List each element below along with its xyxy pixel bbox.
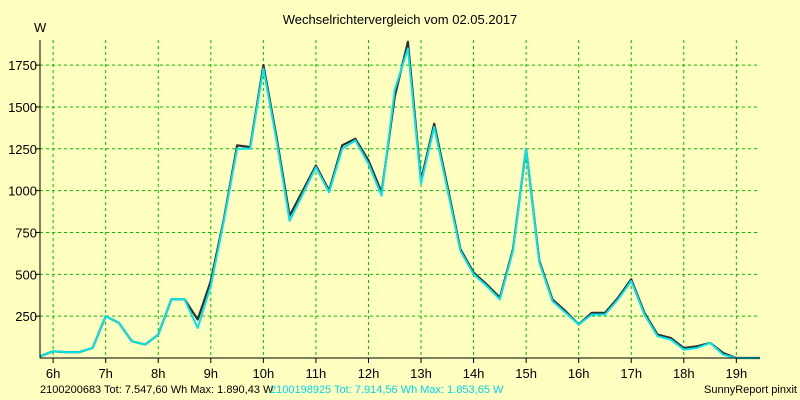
x-tick-label-18h: 18h [673,366,695,381]
chart-title: Wechselrichtervergleich vom 02.05.2017 [283,12,518,27]
y-tick-label-1500: 1500 [8,100,37,115]
y-axis-label: W [34,20,47,35]
x-tick-label-12h: 12h [358,366,380,381]
x-tick-label-14h: 14h [463,366,485,381]
plot-area [40,40,760,358]
x-tick-label-13h: 13h [410,366,432,381]
y-tick-label-1000: 1000 [8,184,37,199]
x-tick-label-17h: 17h [620,366,642,381]
series-line-2100198925 [39,47,760,359]
x-tick-label-10h: 10h [253,366,275,381]
x-tick-label-16h: 16h [568,366,590,381]
y-tick-label-750: 750 [15,225,37,240]
x-tick-label-11h: 11h [306,366,327,381]
footer-credit: SunnyReport pinxit [704,384,797,396]
x-tick-label-19h: 19h [725,366,747,381]
x-tick-label-8h: 8h [151,366,165,381]
x-tick-label-9h: 9h [204,366,218,381]
x-tick-label-7h: 7h [98,366,112,381]
x-tick-label-15h: 15h [515,366,537,381]
y-tick-label-250: 250 [15,309,37,324]
y-tick-label-1250: 1250 [8,142,37,157]
legend-series-2: 2100198925 Tot: 7.914,56 Wh Max: 1.853,6… [270,384,504,396]
y-tick-label-1750: 1750 [8,58,37,73]
y-tick-label-500: 500 [15,267,37,282]
x-tick-label-6h: 6h [46,366,60,381]
legend-series-1: 2100200683 Tot: 7.547,60 Wh Max: 1.890,4… [40,384,274,396]
